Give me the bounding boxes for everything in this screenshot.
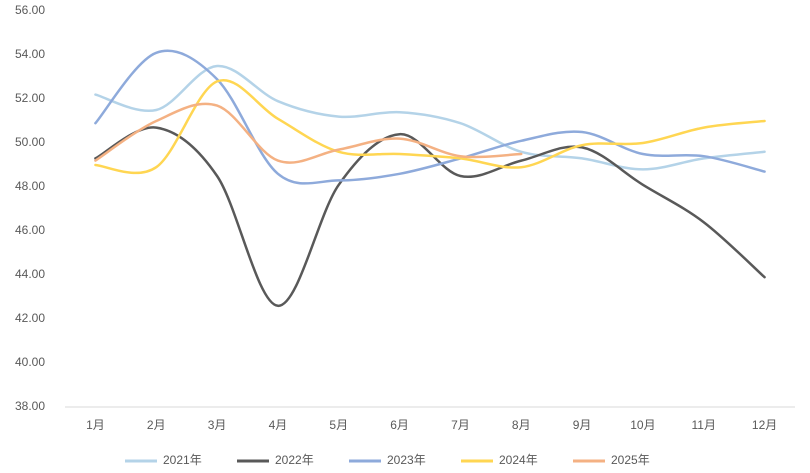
series-line [94,126,766,308]
series-line [94,102,523,164]
x-tick-label: 4月 [269,418,288,432]
y-tick-label: 40.00 [15,355,45,369]
y-tick-label: 46.00 [15,223,45,237]
x-tick-label: 12月 [752,418,777,432]
x-tick-label: 9月 [573,418,592,432]
x-tick-label: 3月 [208,418,227,432]
x-tick-label: 6月 [390,418,409,432]
legend-label: 2021年 [163,453,202,467]
series-line [94,49,766,185]
x-tick-label: 5月 [329,418,348,432]
legend-label: 2025年 [611,453,650,467]
y-tick-label: 48.00 [15,179,45,193]
x-tick-label: 11月 [692,418,716,432]
y-tick-label: 50.00 [15,135,45,149]
legend-label: 2024年 [499,453,538,467]
y-tick-label: 44.00 [15,267,45,281]
x-tick-label: 2月 [147,418,166,432]
y-tick-label: 56.00 [15,3,45,17]
y-tick-label: 38.00 [15,399,45,413]
series-line [94,64,766,171]
legend-label: 2022年 [275,453,314,467]
x-tick-label: 8月 [512,418,531,432]
x-tick-label: 10月 [630,418,655,432]
x-tick-label: 1月 [86,418,105,432]
y-tick-label: 54.00 [15,47,45,61]
series-line [94,78,766,175]
x-tick-label: 7月 [451,418,470,432]
y-tick-label: 42.00 [15,311,45,325]
y-tick-label: 52.00 [15,91,45,105]
legend-label: 2023年 [387,453,426,467]
